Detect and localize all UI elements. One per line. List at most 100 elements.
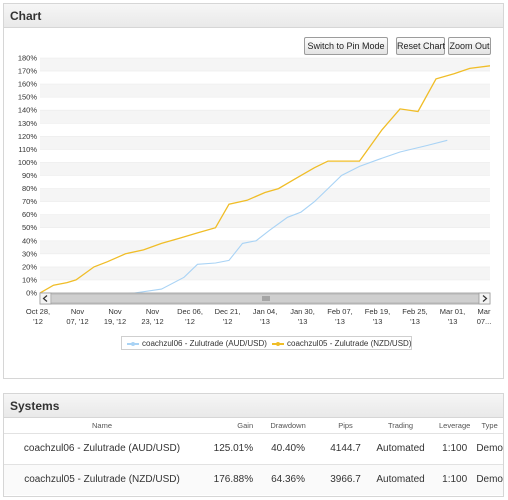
y-tick-label: 70% bbox=[22, 197, 37, 206]
y-tick-label: 40% bbox=[22, 236, 37, 245]
legend-label-nzd: coachzul05 - Zulutrade (NZD/USD) bbox=[287, 339, 412, 348]
legend-item-nzd[interactable]: coachzul05 - Zulutrade (NZD/USD) bbox=[272, 339, 411, 348]
x-tick-label: '13 bbox=[448, 317, 458, 326]
x-tick-label: Feb 25, bbox=[402, 307, 427, 316]
x-tick-label: Nov bbox=[108, 307, 122, 316]
x-tick-label: '12 bbox=[33, 317, 43, 326]
y-tick-label: 140% bbox=[18, 106, 38, 115]
y-axis-ticks: 0% 10% 20% 30% 40% 50% 60% 70% 80% 90% 100% 110% 120… bbox=[18, 54, 38, 298]
legend-label-aud: coachzul06 - Zulutrade (AUD/USD) bbox=[142, 339, 267, 348]
x-tick-label: '13 bbox=[335, 317, 345, 326]
table-row[interactable]: coachzul05 - Zulutrade (NZD/USD) 176.88%… bbox=[4, 463, 503, 495]
y-tick-label: 100% bbox=[18, 158, 38, 167]
chart-panel: Chart 0% 10% 20% 30% 40% 50% 60% 70% 80% 90% 100% 1… bbox=[3, 3, 504, 379]
grid-band bbox=[40, 58, 490, 72]
switch-to-pin-mode-button[interactable]: Switch to Pin Mode bbox=[304, 37, 388, 55]
legend-marker-aud bbox=[127, 341, 139, 346]
system-drawdown: 40.40% bbox=[253, 432, 323, 464]
x-tick-label: '13 bbox=[373, 317, 383, 326]
series-line-1 bbox=[40, 65, 490, 293]
col-header-gain[interactable]: Gain bbox=[237, 421, 254, 431]
y-tick-label: 0% bbox=[26, 289, 37, 298]
x-tick-label: Oct 28, bbox=[26, 307, 50, 316]
systems-panel-title: Systems bbox=[4, 394, 503, 418]
col-header-type[interactable]: Type bbox=[481, 421, 498, 431]
x-tick-label: '13 bbox=[260, 317, 270, 326]
zoom-out-button[interactable]: Zoom Out bbox=[448, 37, 491, 55]
y-tick-label: 130% bbox=[18, 119, 38, 128]
systems-table-header: Name Gain Drawdown Pips Trading Leverage… bbox=[4, 419, 503, 433]
system-type: Demo bbox=[476, 432, 503, 464]
system-gain: 125.01% bbox=[199, 432, 254, 464]
y-tick-label: 80% bbox=[22, 184, 37, 193]
system-type: Demo bbox=[476, 463, 503, 495]
x-tick-label: 19, '12 bbox=[104, 317, 126, 326]
x-tick-label: 07... bbox=[477, 317, 492, 326]
y-tick-label: 20% bbox=[22, 262, 37, 271]
col-header-pips[interactable]: Pips bbox=[338, 421, 353, 431]
system-trading: Automated bbox=[368, 432, 434, 464]
system-leverage: 1:100 bbox=[433, 463, 477, 495]
x-tick-label: Dec 06, bbox=[177, 307, 203, 316]
system-gain: 176.88% bbox=[199, 463, 254, 495]
x-tick-label: Nov bbox=[146, 307, 160, 316]
col-header-trading[interactable]: Trading bbox=[387, 421, 414, 431]
x-tick-label: Feb 07, bbox=[327, 307, 352, 316]
x-tick-label: Feb 19, bbox=[365, 307, 390, 316]
grid-band bbox=[40, 188, 490, 202]
chevron-right-icon bbox=[482, 295, 488, 302]
legend-marker-nzd bbox=[272, 341, 284, 346]
y-tick-label: 30% bbox=[22, 249, 37, 258]
scroll-right-button[interactable] bbox=[478, 292, 491, 305]
line-chart[interactable]: 0% 10% 20% 30% 40% 50% 60% 70% 80% 90% 100% 110% 120… bbox=[4, 4, 503, 378]
series-line-0 bbox=[127, 139, 448, 293]
legend-item-aud[interactable]: coachzul06 - Zulutrade (AUD/USD) bbox=[127, 339, 267, 348]
system-trading: Automated bbox=[368, 463, 434, 495]
chevron-left-icon bbox=[42, 295, 48, 302]
x-tick-label: Mar bbox=[478, 307, 491, 316]
chart-grid bbox=[40, 57, 490, 294]
col-header-drawdown[interactable]: Drawdown bbox=[270, 421, 306, 431]
y-tick-label: 50% bbox=[22, 223, 37, 232]
grid-band bbox=[40, 162, 490, 176]
x-tick-label: '13 bbox=[298, 317, 308, 326]
x-tick-label: Nov bbox=[71, 307, 85, 316]
system-pips: 3966.7 bbox=[322, 463, 369, 495]
x-tick-label: '12 bbox=[185, 317, 195, 326]
systems-table: Name Gain Drawdown Pips Trading Leverage… bbox=[4, 419, 503, 495]
system-name[interactable]: coachzul06 - Zulutrade (AUD/USD) bbox=[4, 432, 200, 464]
grid-band bbox=[40, 136, 490, 150]
scroll-left-button[interactable] bbox=[39, 292, 52, 305]
x-tick-label: '12 bbox=[223, 317, 233, 326]
grip-icon bbox=[262, 296, 270, 301]
system-name[interactable]: coachzul05 - Zulutrade (NZD/USD) bbox=[4, 463, 200, 495]
y-tick-label: 10% bbox=[22, 275, 37, 284]
x-tick-label: 23, '12 bbox=[141, 317, 163, 326]
x-tick-label: Dec 21, bbox=[215, 307, 241, 316]
reset-chart-button[interactable]: Reset Chart bbox=[396, 37, 445, 55]
y-tick-label: 150% bbox=[18, 93, 38, 102]
system-drawdown: 64.36% bbox=[253, 463, 323, 495]
chart-panel-title: Chart bbox=[4, 4, 503, 28]
table-row[interactable]: coachzul06 - Zulutrade (AUD/USD) 125.01%… bbox=[4, 432, 503, 464]
chart-scrollbar[interactable] bbox=[39, 292, 491, 305]
x-tick-label: '13 bbox=[410, 317, 420, 326]
y-tick-label: 90% bbox=[22, 171, 37, 180]
y-tick-label: 170% bbox=[18, 67, 38, 76]
x-tick-label: Jan 04, bbox=[253, 307, 278, 316]
system-pips: 4144.7 bbox=[322, 432, 369, 464]
grid-band bbox=[40, 214, 490, 228]
chart-series bbox=[40, 65, 490, 293]
y-tick-label: 160% bbox=[18, 80, 38, 89]
system-leverage: 1:100 bbox=[433, 432, 477, 464]
col-header-name[interactable]: Name bbox=[91, 421, 112, 431]
x-tick-label: 07, '12 bbox=[66, 317, 88, 326]
y-tick-label: 60% bbox=[22, 210, 37, 219]
grid-band bbox=[40, 266, 490, 280]
systems-panel: Systems Name Gain Drawdown Pips Trading … bbox=[3, 393, 504, 497]
col-header-leverage[interactable]: Leverage bbox=[439, 421, 471, 431]
grid-band bbox=[40, 84, 490, 98]
x-tick-label: Mar 01, bbox=[440, 307, 465, 316]
grid-band bbox=[40, 240, 490, 254]
